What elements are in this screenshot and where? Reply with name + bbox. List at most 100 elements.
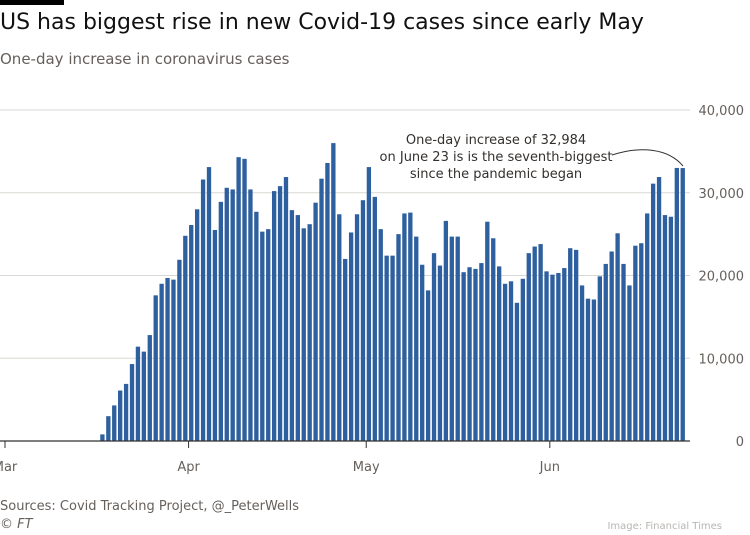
bar — [123, 383, 129, 441]
bar — [118, 390, 123, 441]
bar — [307, 224, 312, 441]
bar — [497, 266, 502, 441]
bar — [183, 235, 188, 441]
bar — [443, 220, 449, 441]
y-tick-label: 10,000 — [699, 352, 745, 367]
bar — [680, 168, 685, 441]
annotation: One-day increase of 32,984 on June 23 is … — [380, 133, 684, 182]
bar — [200, 179, 206, 441]
bar — [189, 225, 194, 441]
bar — [455, 236, 460, 441]
bar — [236, 157, 241, 442]
bar — [627, 285, 632, 441]
bar — [153, 295, 158, 441]
bar — [194, 209, 200, 441]
bar — [621, 263, 626, 441]
bar — [491, 238, 496, 441]
bar — [218, 201, 224, 441]
bar — [248, 189, 253, 441]
bar — [431, 253, 437, 441]
bar — [609, 251, 614, 441]
bar — [449, 236, 454, 441]
chart-title: US has biggest rise in new Covid-19 case… — [0, 10, 644, 35]
bar — [348, 232, 354, 441]
bar — [313, 202, 318, 441]
bar — [390, 255, 395, 441]
bar — [159, 283, 164, 441]
bar — [556, 273, 561, 441]
bar — [260, 231, 265, 441]
bar — [283, 177, 289, 441]
bar — [100, 434, 105, 441]
bar — [562, 268, 567, 441]
bar — [461, 272, 466, 441]
bar — [177, 259, 182, 441]
bar — [354, 214, 360, 441]
bar — [437, 265, 443, 441]
bar — [514, 302, 520, 441]
bar — [230, 189, 235, 441]
y-tick-label: 30,000 — [699, 187, 745, 202]
bar — [343, 258, 348, 441]
bar — [112, 405, 117, 441]
bar — [585, 298, 591, 441]
bar — [573, 249, 579, 441]
bar — [633, 245, 638, 441]
bar — [165, 277, 170, 441]
axes: 0 10,000 20,000 30,000 40,000 Mar Apr May Jun — [0, 104, 744, 475]
chart-subtitle: One-day increase in coronavirus cases — [0, 50, 290, 68]
bar — [129, 364, 135, 441]
annotation-line: on June 23 is is the seventh-biggest — [380, 150, 613, 165]
bar — [254, 211, 259, 441]
bar — [597, 276, 602, 441]
y-tick-label: 20,000 — [699, 270, 745, 285]
bar — [650, 183, 656, 441]
y-tick-label: 40,000 — [699, 104, 745, 119]
bar — [532, 246, 537, 441]
bar — [271, 191, 277, 441]
bar — [674, 167, 679, 442]
bar — [508, 281, 514, 441]
bar — [414, 236, 419, 441]
bar — [331, 143, 336, 441]
bar — [295, 215, 300, 441]
bar — [591, 299, 597, 441]
bar — [520, 278, 526, 441]
x-tick-label: Mar — [0, 460, 18, 475]
bar — [615, 233, 620, 441]
copyright-note: © FT — [0, 517, 33, 532]
bar — [485, 221, 490, 441]
bar — [579, 285, 585, 441]
x-tick-label: Jun — [539, 460, 560, 475]
bar — [603, 263, 608, 441]
bar — [266, 229, 271, 441]
image-credit: Image: Financial Times — [607, 521, 722, 532]
bar — [337, 214, 342, 441]
bar — [526, 253, 531, 441]
bar — [645, 213, 650, 441]
bar — [319, 178, 324, 441]
bar — [141, 351, 147, 441]
bar — [502, 283, 508, 441]
bars — [100, 143, 685, 442]
bar — [135, 346, 141, 441]
bar — [544, 271, 549, 441]
bar — [668, 216, 674, 441]
annotation-line: One-day increase of 32,984 — [406, 133, 586, 148]
bar — [425, 290, 431, 441]
bar — [242, 158, 247, 441]
source-note: Sources: Covid Tracking Project, @_Peter… — [0, 499, 300, 514]
annotation-connector — [611, 149, 684, 167]
y-tick-label: 0 — [736, 435, 744, 450]
bar — [550, 274, 555, 441]
brand-bar — [0, 0, 64, 5]
bar — [378, 229, 383, 441]
bar — [639, 243, 644, 441]
bar — [568, 248, 573, 441]
bar — [384, 255, 389, 441]
bar — [479, 263, 484, 441]
x-tick-label: May — [353, 460, 380, 475]
bar — [171, 279, 176, 441]
bar — [372, 196, 377, 441]
